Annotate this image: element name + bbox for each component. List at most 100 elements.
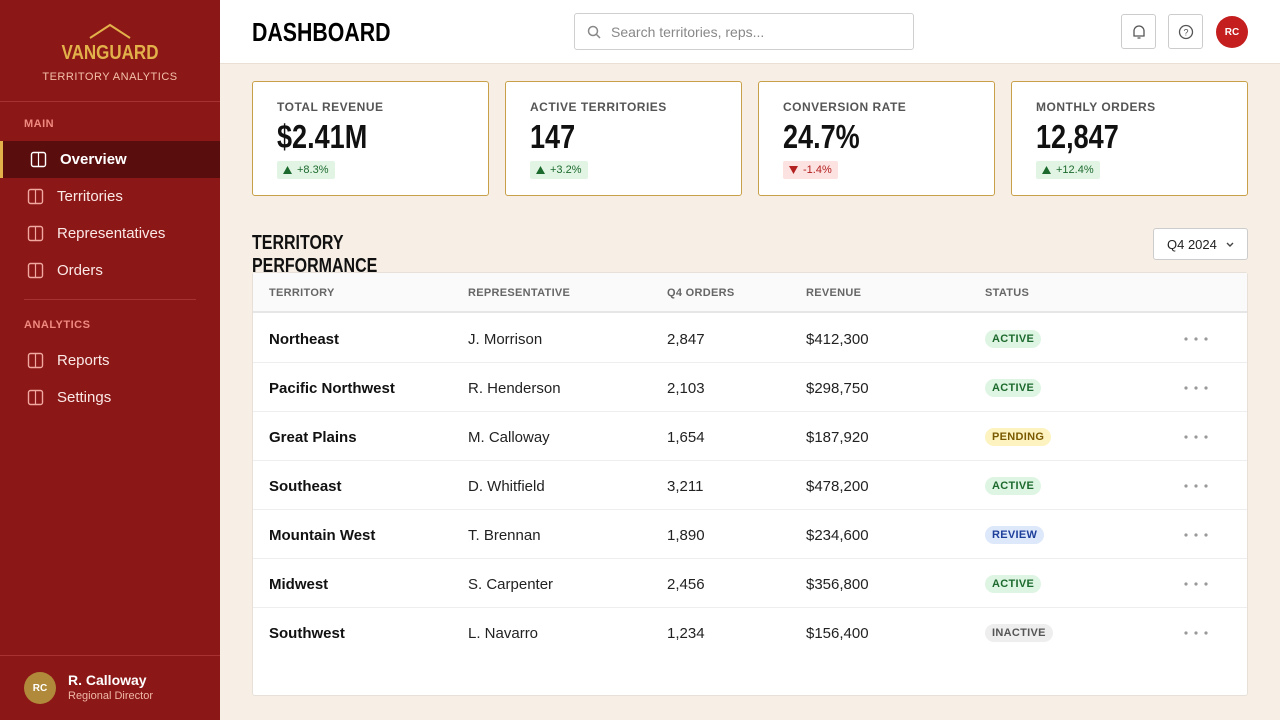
kpi-card: ACTIVE TERRITORIES 147 +3.2%	[505, 81, 742, 196]
table-cell: 2,456	[667, 576, 705, 593]
table-cell: M. Calloway	[468, 429, 550, 446]
user-avatar: RC	[24, 672, 56, 704]
table-cell: Southwest	[269, 625, 345, 642]
row-menu[interactable]	[1183, 483, 1209, 489]
trend-arrow	[283, 166, 292, 174]
kpi-value: $2.41M	[277, 118, 368, 155]
nav-item[interactable]: Territories	[0, 178, 220, 215]
tagline: TERRITORY ANALYTICS	[42, 71, 178, 83]
table-cell: Pacific Northwest	[269, 380, 395, 397]
row-menu[interactable]	[1183, 630, 1209, 636]
kpi-change: -1.4%	[783, 161, 838, 179]
table-cell: $412,300	[806, 331, 869, 348]
nav-icon	[27, 188, 44, 205]
row-menu[interactable]	[1183, 336, 1209, 342]
column-header: REVENUE	[806, 287, 862, 299]
section-title: ANALYTICS	[24, 319, 91, 331]
nav-label: Orders	[57, 262, 103, 279]
nav-icon	[30, 151, 47, 168]
divider	[0, 655, 220, 656]
chevron	[1226, 242, 1234, 247]
kpi-value: 147	[530, 118, 576, 155]
help-button[interactable]: ?	[1168, 14, 1203, 49]
table-cell: 1,654	[667, 429, 705, 446]
bell-icon	[1133, 25, 1145, 39]
table-row[interactable]: Southeast D. Whitfield 3,211 $478,200 ACTIVE	[253, 461, 1247, 510]
status-pill: ACTIVE	[985, 575, 1042, 593]
table-cell: T. Brennan	[468, 527, 541, 544]
row-menu[interactable]	[1183, 434, 1209, 440]
nav-label: Settings	[57, 389, 112, 406]
row-menu[interactable]	[1183, 385, 1209, 391]
page-title: DASHBOARD	[252, 17, 391, 47]
divider	[24, 299, 196, 300]
table-cell: R. Henderson	[468, 380, 561, 397]
kpi-change: +3.2%	[530, 161, 588, 179]
table-cell: Midwest	[269, 576, 329, 593]
row-menu[interactable]	[1183, 532, 1209, 538]
status-pill: PENDING	[985, 428, 1052, 446]
kpi-value: 24.7%	[783, 118, 860, 155]
sidebar: VANGUARD TERRITORY ANALYTICS MAIN Overvie…	[0, 0, 220, 720]
column-header: REPRESENTATIVE	[468, 287, 571, 299]
trend-arrow	[789, 166, 798, 174]
help-icon: ?	[1178, 24, 1194, 40]
table-cell: Northeast	[269, 331, 340, 348]
avatar[interactable]: RC	[1216, 16, 1248, 48]
kpi-card: TOTAL REVENUE $2.41M +8.3%	[252, 81, 489, 196]
status-pill: REVIEW	[985, 526, 1045, 544]
notifications-button[interactable]	[1121, 14, 1156, 49]
table-cell: Mountain West	[269, 527, 376, 544]
nav-item[interactable]: Representatives	[0, 215, 220, 252]
section-title: MAIN	[24, 118, 55, 130]
table-cell: 1,890	[667, 527, 705, 544]
table-row[interactable]: Midwest S. Carpenter 2,456 $356,800 ACTIVE	[253, 559, 1247, 608]
logo-roof	[89, 23, 131, 39]
table-header	[253, 273, 1247, 313]
table-cell: Great Plains	[269, 429, 357, 446]
table-cell: $478,200	[806, 478, 869, 495]
section-title: TERRITORY PERFORMANCE	[252, 232, 378, 277]
search-placeholder: Search territories, reps...	[611, 24, 765, 40]
user-name: R. Calloway	[68, 672, 147, 688]
table-cell: L. Navarro	[468, 625, 539, 642]
table-cell: $356,800	[806, 576, 869, 593]
period-select[interactable]: Q4 2024	[1153, 228, 1248, 260]
table-cell: $234,600	[806, 527, 869, 544]
column-header: STATUS	[985, 287, 1030, 299]
nav-icon	[27, 389, 44, 406]
kpi-change: +12.4%	[1036, 161, 1100, 179]
nav-item[interactable]: Orders	[0, 252, 220, 289]
table-cell: 1,234	[667, 625, 705, 642]
svg-text:?: ?	[1183, 28, 1188, 38]
table-card: TERRITORY REPRESENTATIVE Q4 ORDERS REVENUE S…	[252, 272, 1248, 696]
table-cell: 3,211	[667, 478, 704, 495]
status-pill: ACTIVE	[985, 477, 1042, 495]
status-pill: ACTIVE	[985, 379, 1042, 397]
trend-arrow	[1042, 166, 1051, 174]
table-cell: 2,847	[667, 331, 705, 348]
user-role: Regional Director	[68, 690, 153, 702]
nav-item[interactable]: Overview	[0, 141, 220, 178]
kpi-card: MONTHLY ORDERS 12,847 +12.4%	[1011, 81, 1248, 196]
table-row[interactable]: Mountain West T. Brennan 1,890 $234,600 REVI…	[253, 510, 1247, 559]
kpi-label: TOTAL REVENUE	[277, 100, 384, 114]
kpi-change: +8.3%	[277, 161, 335, 179]
kpi-value: 12,847	[1036, 118, 1119, 155]
column-header: Q4 ORDERS	[667, 287, 735, 299]
table-cell: J. Morrison	[468, 331, 543, 348]
nav-item[interactable]: Settings	[0, 379, 220, 416]
table-cell: Southeast	[269, 478, 342, 495]
table-cell: D. Whitfield	[468, 478, 545, 495]
table-row[interactable]: Great Plains M. Calloway 1,654 $187,920 PEND…	[253, 412, 1247, 461]
table-row[interactable]: Northeast J. Morrison 2,847 $412,300 ACTIVE	[253, 314, 1247, 363]
divider	[0, 101, 220, 102]
row-menu[interactable]	[1183, 581, 1209, 587]
kpi-label: CONVERSION RATE	[783, 100, 907, 114]
search-box[interactable]: Search territories, reps...	[574, 13, 914, 50]
nav-item[interactable]: Reports	[0, 342, 220, 379]
table-row[interactable]: Southwest L. Navarro 1,234 $156,400 INACTIVE	[253, 608, 1247, 657]
column-header: TERRITORY	[269, 287, 335, 299]
table-row[interactable]: Pacific Northwest R. Henderson 2,103 $298,7…	[253, 363, 1247, 412]
